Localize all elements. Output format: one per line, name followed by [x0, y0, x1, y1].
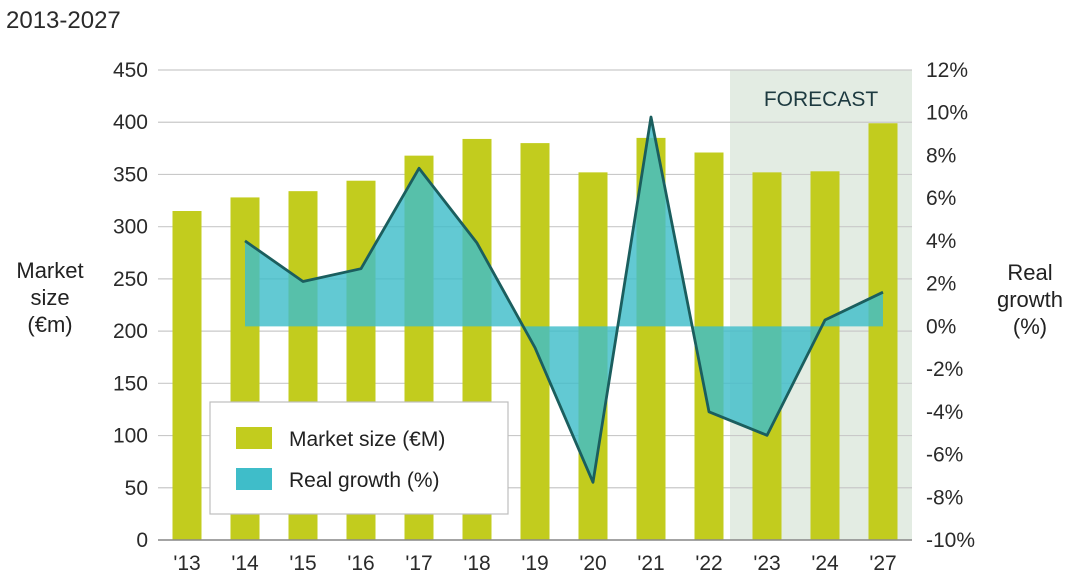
axes: 0 50 100 150 200 250 300 350 400 450 -10% -8% -6% -4%…	[113, 59, 975, 575]
right-tick-label: -8%	[926, 486, 963, 509]
forecast-label: FORECAST	[764, 88, 879, 111]
x-tick-label: '23	[753, 552, 780, 575]
left-tick-label: 450	[113, 59, 148, 82]
right-tick-label: 2%	[926, 273, 956, 296]
left-tick-label: 0	[136, 529, 148, 552]
market-size-bar	[810, 171, 840, 541]
x-tick-label: '21	[637, 552, 664, 575]
x-tick-label: '17	[405, 552, 432, 575]
left-tick-label: 250	[113, 268, 148, 291]
legend-label-market-size: Market size (€M)	[289, 428, 445, 451]
market-size-bar	[868, 123, 898, 541]
right-tick-label: 8%	[926, 144, 956, 167]
x-tick-label: '13	[173, 552, 200, 575]
legend-box	[209, 401, 509, 515]
left-tick-label: 50	[125, 477, 148, 500]
legend-label-real-growth: Real growth (%)	[289, 469, 440, 492]
right-axis-title-line: growth	[997, 287, 1063, 312]
left-tick-label: 350	[113, 163, 148, 186]
x-tick-label: '24	[811, 552, 839, 575]
x-tick-label: '15	[289, 552, 316, 575]
right-tick-label: -4%	[926, 401, 963, 424]
right-tick-label: -6%	[926, 444, 963, 467]
right-tick-label: 10%	[926, 102, 968, 125]
right-tick-label: 4%	[926, 230, 956, 253]
x-tick-label: '16	[347, 552, 374, 575]
right-tick-label: -10%	[926, 529, 975, 552]
left-tick-label: 150	[113, 372, 148, 395]
real-growth-line	[244, 115, 884, 484]
right-tick-label: 0%	[926, 315, 956, 338]
left-tick-label: 400	[113, 111, 148, 134]
right-tick-label: 12%	[926, 59, 968, 82]
right-tick-label: -2%	[926, 358, 963, 381]
right-axis-title-line: (%)	[1013, 314, 1047, 339]
chart-subtitle: 2013-2027	[6, 7, 121, 34]
left-axis-title-line: size	[30, 285, 69, 310]
real-growth-area	[245, 117, 883, 483]
x-tick-label: '22	[695, 552, 722, 575]
legend-swatch-market-size	[236, 427, 272, 449]
x-tick-label: '14	[231, 552, 259, 575]
left-axis-title-line: Market	[16, 258, 83, 283]
x-tick-label: '19	[521, 552, 548, 575]
left-tick-label: 100	[113, 425, 148, 448]
right-tick-label: 6%	[926, 187, 956, 210]
x-tick-label: '27	[869, 552, 896, 575]
market-size-bar	[172, 211, 202, 540]
legend-swatch-real-growth	[236, 468, 272, 490]
left-axis-title-line: (€m)	[27, 312, 72, 337]
x-tick-label: '20	[579, 552, 606, 575]
right-axis-title-line: Real	[1007, 260, 1052, 285]
real-growth-series	[244, 115, 884, 484]
left-tick-label: 300	[113, 216, 148, 239]
left-tick-label: 200	[113, 320, 148, 343]
x-tick-label: '18	[463, 552, 490, 575]
legend: Market size (€M) Real growth (%)	[209, 401, 509, 515]
